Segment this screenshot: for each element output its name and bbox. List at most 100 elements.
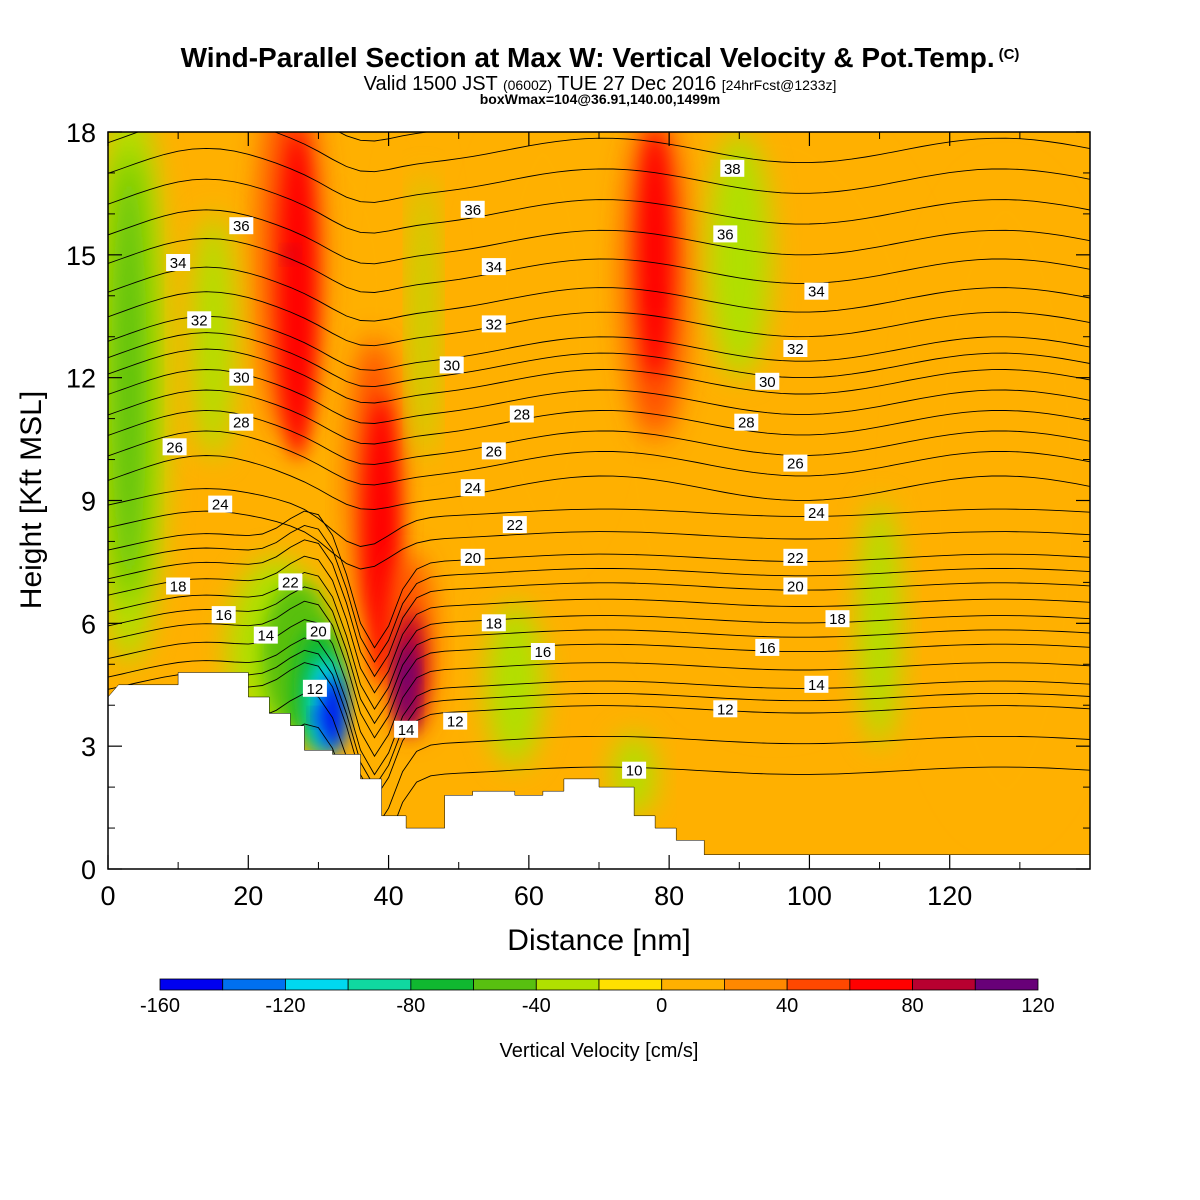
x-axis-label: Distance [nm]	[507, 924, 690, 957]
x-tick-label: 120	[927, 881, 972, 911]
theta-contour-28	[108, 389, 1090, 445]
contour-label-text: 32	[787, 341, 804, 358]
contour-label-text: 32	[485, 316, 502, 333]
contour-label-text: 34	[485, 259, 502, 276]
x-tick-label: 100	[787, 881, 832, 911]
contour-label-bg	[162, 438, 187, 456]
contour-label-bg	[481, 315, 506, 333]
potential-temperature-contours	[108, 132, 1090, 862]
theta-contour-19	[108, 555, 1090, 694]
contour-label-9: 32	[783, 340, 808, 358]
contour-label-bg	[713, 700, 738, 718]
colorbar-segment-6	[535, 978, 600, 991]
contour-label-text: 22	[282, 574, 299, 591]
contour-label-29: 18	[481, 614, 506, 632]
contour-label-10: 30	[229, 368, 254, 387]
contour-label-bg	[229, 217, 254, 235]
contour-label-bg	[783, 577, 808, 595]
contour-label-34: 14	[253, 626, 278, 645]
colorbar-segment-13	[974, 978, 1039, 991]
contour-label-40: 10	[622, 761, 647, 780]
contour-label-18: 26	[783, 454, 808, 473]
contour-label-13: 28	[229, 413, 254, 432]
contour-label-text: 20	[464, 550, 481, 567]
contour-label-38: 12	[443, 712, 468, 731]
contour-label-text: 12	[447, 714, 464, 731]
copyright-mark: (C)	[998, 46, 1020, 63]
contour-label-bg	[783, 548, 808, 566]
contour-label-bg	[278, 573, 303, 591]
theta-contour-29	[108, 369, 1090, 424]
contour-label-bg	[755, 372, 780, 390]
contour-label-bg	[208, 495, 233, 513]
velocity-extreme-1	[403, 666, 416, 679]
y-tick-label: 6	[81, 609, 96, 639]
theta-contour-17	[108, 586, 1090, 725]
colorbar-label: Vertical Velocity [cm/s]	[500, 1040, 699, 1062]
contour-label-text: 24	[212, 497, 229, 514]
contour-label-text: 28	[738, 415, 755, 432]
contour-label-text: 14	[808, 677, 825, 694]
y-tick-label: 0	[81, 855, 96, 885]
contour-label-bg	[302, 679, 327, 697]
contour-label-bg	[713, 225, 738, 243]
contour-label-text: 34	[170, 255, 187, 272]
contour-label-text: 26	[166, 439, 183, 456]
contour-label-text: 18	[485, 615, 502, 632]
colorbar-segment-4	[410, 978, 474, 991]
theta-contour-25	[108, 455, 1090, 510]
contour-label-4: 34	[166, 254, 191, 272]
contour-label-36: 14	[804, 675, 829, 694]
theta-contour-38	[108, 147, 1090, 203]
contour-label-14: 28	[509, 405, 534, 424]
colorbar-tick-label: 0	[656, 995, 667, 1017]
contour-label-12: 30	[755, 372, 780, 391]
contour-label-text: 14	[398, 722, 415, 739]
contour-label-bg	[783, 340, 808, 357]
colorbar-segment-10	[786, 978, 851, 991]
y-tick-label: 9	[81, 487, 96, 517]
contour-label-bg	[804, 503, 829, 521]
contour-label-bg	[166, 254, 191, 271]
contour-label-text: 36	[464, 202, 481, 219]
contour-label-bg	[166, 577, 191, 595]
velocity-extreme-3	[649, 289, 662, 302]
theta-contour-27	[108, 409, 1090, 465]
contour-label-bg	[804, 675, 829, 693]
contour-label-bg	[825, 610, 850, 628]
colorbar-tick-label: -80	[396, 995, 425, 1017]
x-tick-label: 0	[100, 881, 115, 911]
y-tick-label: 3	[81, 732, 96, 762]
velocity-extreme-4	[123, 371, 136, 384]
contour-label-24: 22	[783, 548, 808, 567]
theta-contour-37	[108, 178, 1090, 234]
contour-label-11: 30	[439, 356, 464, 374]
velocity-cell-13	[396, 639, 416, 730]
theta-contour-21	[108, 525, 1090, 663]
theta-contour-16	[108, 600, 1090, 739]
colorbar-tick-label: 80	[901, 995, 923, 1017]
contour-label-bg	[443, 712, 468, 730]
contour-label-bg	[755, 638, 780, 656]
theta-contour-11	[108, 692, 1090, 831]
contour-label-text: 36	[233, 218, 250, 235]
contour-label-text: 28	[513, 407, 530, 424]
contour-label-bg	[439, 356, 464, 374]
contour-label-text: 20	[310, 624, 327, 641]
colorbar-tick-label: -160	[140, 995, 180, 1017]
contour-label-25: 20	[306, 622, 331, 641]
theta-contour-20	[108, 539, 1090, 678]
theta-contour-24	[108, 488, 1090, 547]
contour-label-bg	[481, 442, 506, 460]
contour-label-text: 36	[717, 226, 734, 243]
contour-label-33: 16	[755, 638, 780, 657]
velocity-cell-17	[413, 172, 435, 460]
contour-label-bg	[460, 479, 485, 497]
velocity-cell-16	[192, 213, 235, 460]
colorbar-segment-12	[912, 978, 976, 991]
contour-label-text: 24	[464, 480, 481, 497]
theta-contour-30	[108, 348, 1090, 404]
contour-label-27: 20	[783, 577, 808, 596]
